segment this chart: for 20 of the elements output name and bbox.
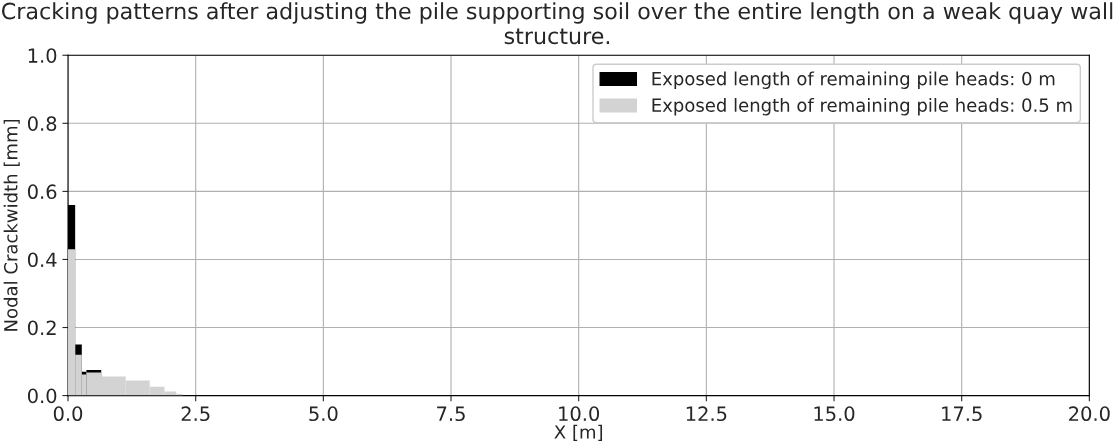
x-tick-label: 17.5 [942, 406, 982, 422]
x-tick-label: 12.5 [686, 406, 727, 422]
legend-label: Exposed length of remaining pile heads: 0 m [652, 71, 1055, 89]
y-tick-label: 0.6 [27, 184, 57, 200]
x-axis-title: X [m] [554, 424, 603, 441]
x-tick-label: 10.0 [559, 406, 600, 422]
legend-label: Exposed length of remaining pile heads: 0.5 m [652, 98, 1072, 116]
y-tick-label: 0.0 [27, 388, 57, 404]
x-tick-label: 15.0 [814, 406, 855, 422]
y-tick-label: 0.2 [27, 320, 56, 336]
y-tick-label: 0.8 [27, 116, 57, 131]
x-tick-label: 7.5 [437, 406, 465, 422]
x-tick-label: 5.0 [309, 406, 338, 422]
chart-title: Cracking patterns after adjusting the pile supporting soil over the entire length on a weak quay wall structure. [1, 2, 1113, 45]
x-tick-label: 2.5 [181, 406, 210, 422]
y-tick-label: 0.4 [27, 252, 57, 268]
y-axis-title: Nodal Crackwidth [mm] [3, 119, 20, 331]
x-tick-label: 20.0 [1069, 406, 1110, 422]
x-tick-label: 0.0 [53, 406, 83, 422]
y-tick-label: 1.0 [28, 48, 57, 63]
